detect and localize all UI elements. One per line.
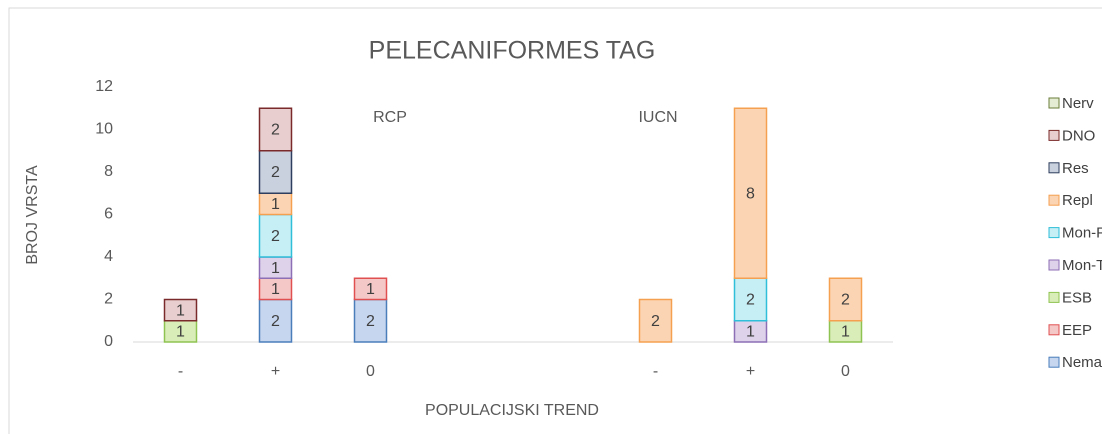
segment-label: 1 — [271, 260, 280, 277]
y-tick-label: 10 — [95, 121, 113, 138]
segment-label: 1 — [271, 196, 280, 213]
x-tick-label: + — [271, 363, 280, 380]
x-tick-label: + — [746, 363, 755, 380]
legend-swatch — [1048, 356, 1060, 368]
y-tick-label: 4 — [104, 248, 113, 265]
legend-swatch — [1048, 259, 1060, 271]
bar-segment — [733, 277, 768, 322]
legend-swatch — [1048, 97, 1060, 109]
bar-segment — [353, 298, 388, 343]
legend-swatch — [1048, 291, 1060, 303]
bar-segment — [353, 277, 388, 301]
segment-label: 2 — [651, 313, 660, 330]
segment-label: 2 — [366, 313, 375, 330]
segment-label: 2 — [271, 228, 280, 245]
bar-segment — [258, 107, 293, 152]
y-axis-label: BROJ VRSTA — [24, 165, 41, 265]
x-tick-label: 0 — [366, 363, 375, 380]
legend-label: Repl / LC — [1062, 192, 1102, 209]
legend-swatch — [1048, 129, 1060, 141]
x-tick-label: 0 — [841, 363, 850, 380]
segment-label: 1 — [841, 324, 850, 341]
segment-label: 1 — [271, 281, 280, 298]
legend-swatch — [1048, 194, 1060, 206]
bar-segment — [258, 150, 293, 194]
x-tick-label: - — [653, 363, 658, 380]
segment-label: 2 — [271, 122, 280, 139]
legend-label: Res — [1062, 160, 1089, 177]
bar-segment — [828, 277, 863, 322]
y-tick-label: 6 — [104, 206, 113, 223]
legend-label: Mon-T / VU — [1062, 257, 1102, 274]
segment-label: 1 — [366, 281, 375, 298]
segment-label: 1 — [176, 324, 185, 341]
x-tick-label: - — [178, 363, 183, 380]
annotation: RCP — [373, 109, 407, 126]
legend-label: ESB / EN — [1062, 289, 1102, 306]
segment-label: 2 — [746, 292, 755, 309]
segment-label: 8 — [746, 185, 755, 202]
bar-segment — [638, 298, 673, 343]
legend-label: EEP / CR — [1062, 322, 1102, 339]
bar-segment — [733, 107, 768, 279]
segment-label: 1 — [746, 324, 755, 341]
chart-title: PELECANIFORMES TAG — [369, 37, 656, 65]
bar-segment — [163, 298, 198, 322]
y-tick-label: 0 — [104, 333, 113, 350]
x-axis-label: POPULACIJSKI TREND — [425, 402, 599, 419]
chart-frame — [8, 7, 1102, 434]
legend-swatch — [1048, 227, 1060, 239]
segment-label: 1 — [176, 302, 185, 319]
legend-label: Nerv — [1062, 95, 1094, 112]
legend-label: Mon-P / NT — [1062, 225, 1102, 242]
y-tick-label: 12 — [95, 78, 113, 95]
segment-label: 2 — [841, 292, 850, 309]
y-tick-label: 2 — [104, 291, 113, 308]
segment-label: 2 — [271, 164, 280, 181]
legend-swatch — [1048, 324, 1060, 336]
legend-label: Nema statusa — [1062, 354, 1102, 371]
y-tick-label: 8 — [104, 163, 113, 180]
legend-label: DNO — [1062, 127, 1095, 144]
annotation: IUCN — [638, 109, 677, 126]
bar-segment — [258, 298, 293, 343]
segment-label: 2 — [271, 313, 280, 330]
legend-swatch — [1048, 162, 1060, 174]
